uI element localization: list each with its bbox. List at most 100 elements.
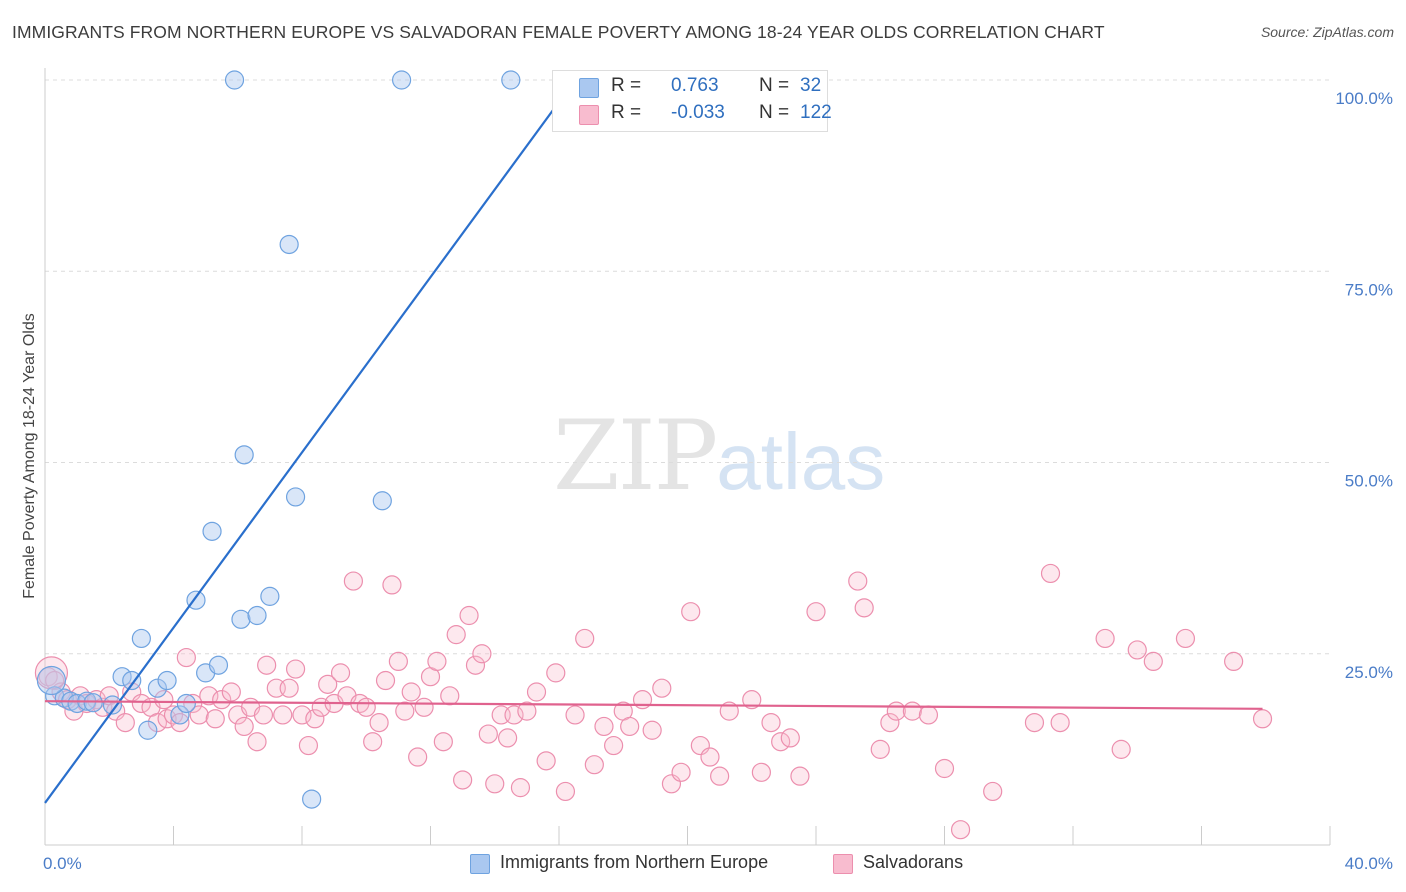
salvadoran-point <box>671 762 691 782</box>
salvadoran-point <box>681 602 701 622</box>
legend-label: Salvadorans <box>863 852 964 872</box>
salvadoran-point <box>584 755 604 775</box>
n-value: 122 <box>800 102 832 123</box>
salvadoran-point <box>880 712 900 733</box>
northern-europe-point <box>170 705 190 725</box>
salvadoran-point <box>221 682 241 702</box>
northern-europe-point <box>112 667 132 687</box>
salvadoran-point <box>234 716 254 737</box>
salvadoran-point <box>886 701 906 721</box>
northern-europe-point <box>260 586 280 606</box>
salvadoran-point <box>1095 628 1115 649</box>
legend-swatch-pink <box>833 854 853 874</box>
salvadoran-point <box>453 770 473 790</box>
salvadoran-point <box>318 674 338 694</box>
northern-europe-point <box>234 445 254 465</box>
salvadoran-point <box>620 716 640 737</box>
gridlines <box>45 79 1330 655</box>
salvadoran-point <box>189 705 209 725</box>
salvadoran-point <box>700 747 720 767</box>
salvadoran-point <box>257 655 277 675</box>
salvadoran-point <box>854 598 874 618</box>
salvadoran-trend-line <box>44 700 1263 710</box>
correlation-legend: R = 0.763 N = 32 R = -0.033 N = 122 <box>552 70 832 132</box>
salvadoran-point <box>478 724 498 744</box>
salvadoran-point <box>147 712 168 733</box>
salvadoran-point <box>485 774 505 794</box>
chart-title: IMMIGRANTS FROM NORTHERN EUROPE VS SALVA… <box>12 22 1105 42</box>
salvadoran-point <box>395 701 415 721</box>
salvadoran-point <box>273 705 293 725</box>
northern-europe-points <box>36 70 585 809</box>
salvadoran-point <box>565 705 585 725</box>
salvadoran-point <box>183 693 203 714</box>
legend-swatch-blue <box>470 854 490 874</box>
northern-europe-point <box>131 628 151 649</box>
salvadoran-point <box>652 678 672 698</box>
salvadoran-point <box>433 732 453 752</box>
salvadoran-point <box>719 701 739 721</box>
salvadoran-point <box>1040 563 1061 584</box>
salvadoran-point <box>253 705 274 725</box>
salvadoran-point <box>247 732 267 752</box>
salvadoran-point <box>1024 712 1045 733</box>
northern-europe-point <box>231 609 251 629</box>
northern-europe-point <box>36 665 67 696</box>
salvadoran-point <box>292 705 312 725</box>
salvadoran-point <box>510 778 531 798</box>
salvadoran-point <box>205 709 225 729</box>
y-tick-label: 50.0% <box>1345 472 1393 491</box>
northern-europe-point <box>83 693 103 713</box>
northern-europe-point <box>224 70 245 90</box>
salvadoran-point <box>343 571 363 591</box>
salvadoran-point <box>163 705 184 725</box>
northern-europe-point <box>302 789 322 809</box>
salvadoran-point <box>414 697 434 717</box>
northern-europe-point <box>138 720 158 740</box>
salvadoran-point <box>710 766 730 786</box>
northern-europe-point <box>391 70 412 90</box>
salvadoran-point <box>642 720 662 740</box>
northern-europe-point <box>122 670 142 691</box>
salvadoran-point <box>375 670 396 691</box>
watermark-atlas: atlas <box>716 417 886 506</box>
northern-europe-point <box>147 678 168 698</box>
salvadoran-point <box>472 644 492 664</box>
salvadoran-point <box>1252 709 1273 729</box>
y-tick-label: 100.0% <box>1335 89 1393 108</box>
salvadoran-point <box>176 647 196 668</box>
salvadoran-point <box>446 625 466 645</box>
salvadoran-point <box>806 602 826 622</box>
salvadoran-point <box>401 682 421 702</box>
salvadoran-point <box>546 663 566 683</box>
salvadoran-point <box>771 732 791 752</box>
legend-swatch-pink <box>579 105 599 125</box>
salvadoran-point <box>330 663 351 683</box>
salvadoran-point <box>934 758 955 779</box>
salvadoran-point <box>536 751 556 771</box>
salvadoran-point <box>408 747 428 767</box>
salvadoran-point <box>285 659 306 679</box>
r-label: R = <box>611 75 642 96</box>
watermark: ZIPatlas <box>553 400 885 512</box>
salvadoran-point <box>34 656 69 690</box>
salvadoran-point <box>983 781 1003 802</box>
salvadoran-point <box>440 686 460 706</box>
salvadoran-point <box>369 712 389 733</box>
axes <box>44 68 1331 846</box>
legend-swatch-blue <box>579 78 599 98</box>
y-tick-label: 75.0% <box>1345 280 1393 299</box>
northern-europe-trend-line <box>44 79 576 804</box>
salvadoran-point <box>526 682 547 702</box>
salvadoran-point <box>212 690 232 710</box>
northern-europe-point <box>176 693 196 714</box>
x-tick-label: 0.0% <box>43 854 82 873</box>
salvadoran-point <box>1127 640 1147 660</box>
northern-europe-point <box>208 655 229 675</box>
legend-label: Immigrants from Northern Europe <box>500 852 769 872</box>
r-value: -0.033 <box>671 102 725 123</box>
y-axis-label: Female Poverty Among 18-24 Year Olds <box>21 313 38 599</box>
salvadoran-point <box>131 693 151 714</box>
northern-europe-point <box>157 670 177 691</box>
